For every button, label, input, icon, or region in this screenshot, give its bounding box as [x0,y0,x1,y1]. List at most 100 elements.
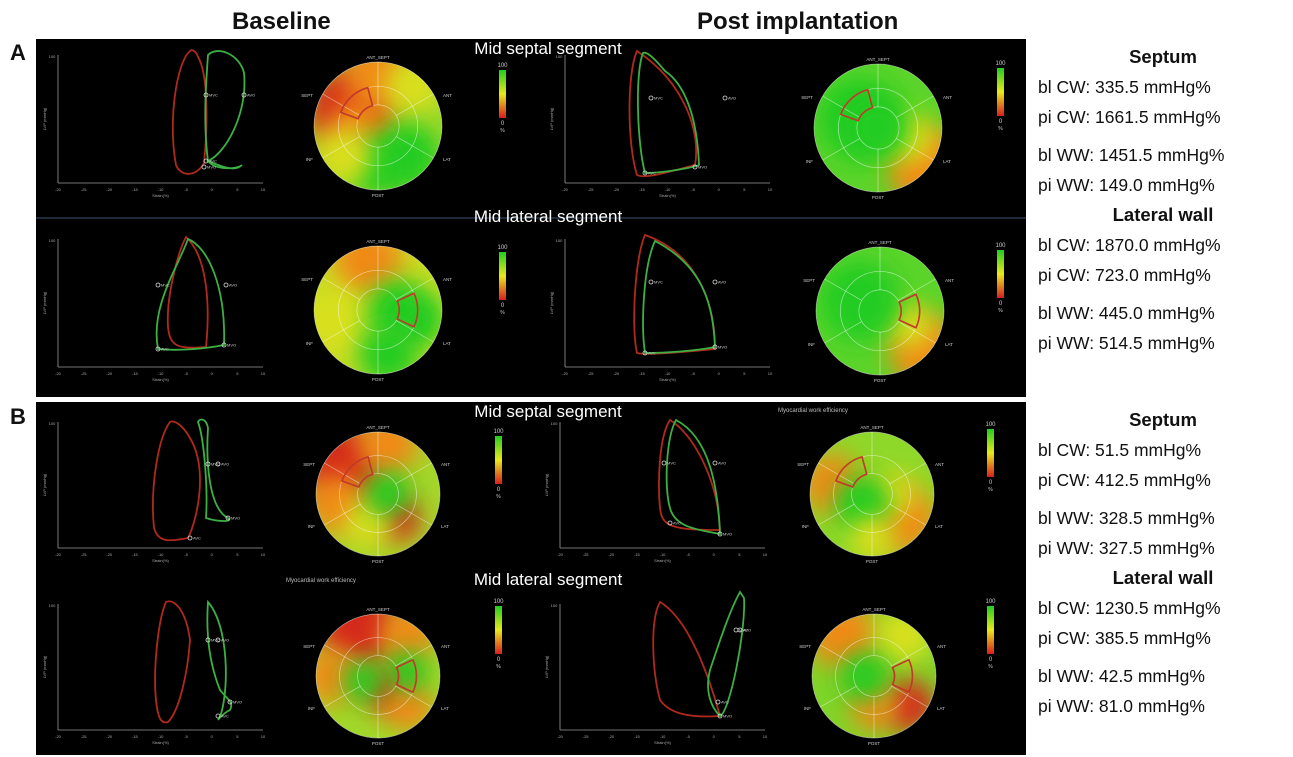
loop-a1-xtick-1: -25 [81,187,88,192]
bullseye-a1-highlight [339,86,374,120]
bullseye-b4-label-bottom: POST [868,741,881,746]
bullseye-b4: ANT_SEPT POST SEPT ANT INF LAT [799,607,946,746]
loop-a4-xtick-1: -25 [588,371,595,376]
bullseye-b1-fill [316,432,440,556]
bullseye-b3-blob-5 [388,651,428,691]
bullseye-b1-spoke-2 [395,503,432,526]
loop-b3-marker-0 [205,637,211,643]
panel-b-stats: Septum bl CW: 51.5 mmHg% pi CW: 412.5 mm… [1038,405,1288,721]
loop-b2-ylabel: LVP (mmHg) [544,473,549,496]
bullseye-b4-spoke-2 [891,685,928,708]
bullseye-a1-label-lower-right: LAT [443,157,451,162]
bullseye-b3-blob-4 [384,682,432,730]
bullseye-a3-label-left: SEPT [301,277,313,282]
bullseye-a1-spoke-1 [396,93,434,116]
loop-a4-xtick-6: 0 [718,371,721,376]
loop-b2: 100 LVP (mmHg) -20 -25 -20 -15 -10 -5 0 5 10 Strain… [544,418,768,563]
loop-a3-marker-label-1: AVO [229,283,237,288]
bullseye-a4-label-left: SEPT [803,278,815,283]
loop-a4-xtick-4: -10 [665,371,672,376]
bullseye-b2-spoke-5 [818,462,855,485]
loop-a4-marker-label-2: AVC [648,351,656,356]
bullseye-a2-fill [814,64,942,192]
panel-b-subtitle-bottom: Myocardial work efficiency [286,578,356,584]
bullseye-b4-label-lower-left: INF [804,706,812,711]
loop-b4-xtick-2: -20 [608,734,615,739]
panel-a-septum-heading: Septum [1129,46,1197,67]
loop-b4-marker-3 [717,713,723,719]
loop-b3-marker-3 [227,699,233,705]
bullseye-a3-spoke-4 [322,320,360,343]
scale-b4-max: 100 [985,599,996,605]
bullseye-b2-label-lower-left: INF [802,524,810,529]
bullseye-a3-label-bottom: POST [372,377,385,382]
panel-b-septum-heading: Septum [1129,409,1197,430]
loop-b2-xlabel: Strain(%) [654,558,671,563]
bullseye-b2-highlight [834,455,868,489]
scale-b4-unit: % [988,664,993,670]
loop-b4: 100 LVP (mmHg) -20 -25 -20 -15 -10 -5 0 5 10 Strain… [544,590,768,745]
scale-a2-unit: % [998,126,1003,132]
loop-b4-xtick-0: -20 [557,734,564,739]
bullseye-b1-label-right: ANT [441,462,450,467]
loop-b1-xtick-7: 5 [236,552,239,557]
bullseye-a2-spoke-4 [822,138,860,161]
bullseye-a1-label-bottom: POST [372,193,385,198]
bullseye-a1-label-lower-left: INF [306,157,314,162]
loop-a2-marker-1 [722,95,728,101]
loop-b3-xtick-8: 10 [261,734,266,739]
loop-b1-marker-2 [187,535,193,541]
bullseye-b1: ANT_SEPT POST SEPT ANT INF LAT [303,425,450,564]
loop-a3-xtick-6: 0 [211,371,214,376]
bullseye-b4-label-right: ANT [937,644,946,649]
bullseye-b2-spoke-4 [818,503,855,526]
loop-b1-ytick: 100 [49,421,56,426]
loop-b2-xtick-3: -15 [634,552,641,557]
bullseye-a1-label-left: SEPT [301,93,313,98]
loop-b4-xtick-4: -10 [660,734,667,739]
panel-b-subtitle-top: Myocardial work efficiency [778,408,848,414]
scale-b1-unit: % [496,494,501,500]
panel-a-lateral-pi-cw: pi CW: 723.0 mmHg% [1038,265,1211,285]
scale-a1: 100 0% [497,63,508,134]
bullseye-a3-spoke-5 [322,277,360,300]
loop-b4-marker-label-1: AVO [743,628,751,633]
loop-b1-marker-1 [215,461,221,467]
bullseye-b3-label-right: ANT [441,644,450,649]
loop-a2-marker-3 [692,164,698,170]
loop-b4-ylabel: LVP (mmHg) [544,655,549,678]
loop-a2-xtick-0: -20 [562,187,569,192]
loop-b3-xtick-1: -25 [81,734,88,739]
bullseye-a2-label-top: ANT_SEPT [866,57,890,62]
bullseye-a1-spoke-5 [322,93,360,116]
scale-a2-min: 0 [999,119,1003,125]
loop-b3-red-loop [154,600,191,724]
scale-a3: 100 0% [497,245,508,316]
loop-b3-xlabel: Strain(%) [152,740,169,745]
loop-b2-marker-label-1: AVO [718,461,726,466]
loop-b1-xtick-5: -5 [184,552,188,557]
panel-b-lateral-pi-ww: pi WW: 81.0 mmHg% [1038,696,1205,716]
loop-b2-green-loop [665,418,721,536]
panel-a-septum-bl-ww: bl WW: 1451.5 mmHg% [1038,145,1225,165]
loop-b1-marker-label-3: MVO [231,516,240,521]
scale-a1-max: 100 [497,63,508,69]
bullseye-a3-label-right: ANT [443,277,452,282]
bullseye-b3-label-lower-left: INF [308,706,316,711]
bullseye-a3-fill [314,246,442,374]
scale-a2: 100 0% [995,61,1006,132]
loop-b4-green-loop [707,590,746,718]
bullseye-a2-label-bottom: POST [872,195,885,200]
scale-a1-unit: % [500,128,505,134]
panel-a-segment-title-top: Mid septal segment [474,39,622,58]
loop-b4-marker-1 [737,627,743,633]
bullseye-a2-label-left: SEPT [801,95,813,100]
bullseye-b3-spoke-1 [395,644,432,667]
scale-a1-min: 0 [501,121,505,127]
loop-a1-marker-label-3: MVO [207,165,216,170]
loop-b1-xtick-4: -10 [158,552,165,557]
bullseye-b2-spoke-2 [889,503,926,526]
loop-a4-marker-label-3: MVO [718,345,727,350]
bullseye-a3-highlight [396,292,419,328]
bullseye-b2-label-left: SEPT [797,462,809,467]
